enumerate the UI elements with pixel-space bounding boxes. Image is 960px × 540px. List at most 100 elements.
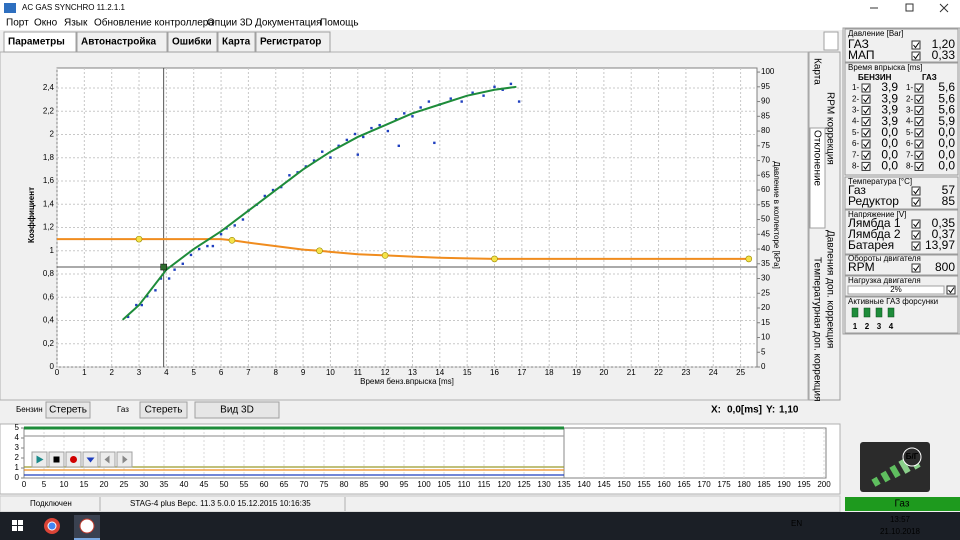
tab[interactable] [217,31,256,53]
checkbox[interactable] [911,263,921,273]
injector-icon [875,307,883,318]
checkbox[interactable] [911,186,921,196]
scatter-point [378,123,381,127]
scatter-point [493,85,496,89]
x-tick-label: 190 [777,480,791,489]
menu-item[interactable]: Язык [64,18,88,29]
clock-time: 13:57 [890,515,911,524]
x-tick-label: 100 [417,480,431,489]
tab[interactable] [167,31,218,53]
side-scroll-button[interactable] [823,31,839,51]
panel-label: RPM [848,260,875,274]
checkmark [916,107,923,114]
tab[interactable] [3,31,77,53]
x-tick-label: 25 [120,480,129,489]
petrol-time: 0,0 [881,159,898,173]
checkbox[interactable] [911,51,921,61]
y-tick-label: 1,6 [43,176,55,185]
menu-item[interactable]: Помощь [320,18,359,29]
checkbox[interactable] [914,139,924,149]
close[interactable] [939,3,949,13]
checkbox[interactable] [861,150,871,160]
y2-tick-label: 55 [761,200,770,209]
checkbox[interactable] [914,83,924,93]
menu-item[interactable]: Документация [255,18,322,29]
checkbox[interactable] [946,285,956,295]
checkbox[interactable] [861,139,871,149]
x-tick-label: 85 [360,480,369,489]
button[interactable] [194,401,280,419]
checkmark [948,287,955,294]
cursor-point [160,263,167,271]
cylinder-label: 8- [852,162,859,171]
checkbox[interactable] [914,150,924,160]
restore[interactable] [905,3,914,12]
checkbox[interactable] [911,219,921,229]
x-tick-label: 55 [240,480,249,489]
checkbox[interactable] [911,230,921,240]
x-tick-label: 0 [22,480,27,489]
checkbox[interactable] [861,161,871,171]
panel-value: 85 [942,194,956,208]
checkbox[interactable] [861,105,871,115]
menu-item[interactable]: Порт [6,18,29,29]
x-tick-label: 110 [458,480,471,489]
x-tick-label: 14 [435,368,444,377]
side-tab-label[interactable]: RPM коррекция [824,92,835,165]
panel-value: 0,33 [932,48,956,62]
checkbox[interactable] [914,94,924,104]
menu-item[interactable]: Обновление контроллера [94,17,214,29]
y2-tick-label: 65 [761,170,770,179]
gauge-segment [880,470,891,483]
tab[interactable] [76,31,168,53]
plot-area [56,67,758,368]
keyboard-language: EN [791,519,802,528]
x-tick-label: 175 [717,480,731,489]
gas-time: 5,6 [938,91,955,105]
x-tick-label: 4 [164,368,169,377]
group-title: Нагрузка двигателя [848,276,921,285]
y2-tick-label: 25 [761,288,770,297]
tab[interactable] [255,31,331,53]
y2-tick-label: 100 [761,67,775,76]
start-button[interactable] [12,520,23,531]
menu-item[interactable]: Окно [34,18,58,29]
checkbox[interactable] [861,83,871,93]
button-label: Вид 3D [220,405,254,416]
cylinder-label: 4- [906,117,913,126]
button[interactable] [139,401,188,419]
badge-label: Б/Г [906,452,919,461]
checkbox[interactable] [911,197,921,207]
y2-tick-label: 20 [761,303,770,312]
x-tick-label: 200 [817,480,831,489]
checkbox[interactable] [911,241,921,251]
side-tab-label[interactable]: Давления доп. коррекция [824,230,835,348]
tab-label: Автонастройка [81,37,157,48]
x-tick-label: 185 [757,480,771,489]
checkbox[interactable] [914,117,924,127]
y2-tick-label: 95 [761,82,770,91]
y2-tick-label: 15 [761,318,770,327]
checkbox[interactable] [861,94,871,104]
checkbox[interactable] [914,128,924,138]
checkbox[interactable] [914,105,924,115]
scatter-point [501,88,504,91]
side-tab-label[interactable]: Отклонение [811,130,822,187]
checkbox[interactable] [861,128,871,138]
chrome-icon[interactable] [44,518,60,534]
side-tab-label[interactable]: Температурная доп. коррекция [811,257,822,402]
injector-label: 4 [889,322,894,331]
gas-time: 5,6 [938,80,955,94]
y2-tick-label: 35 [761,259,770,268]
side-tab-label[interactable]: Карта [811,58,822,85]
x-tick-label: 2 [109,368,114,377]
menu-item[interactable]: Опции 3D [207,18,253,29]
side-tab-selected[interactable] [809,127,826,229]
x-tick-label: 115 [478,480,491,489]
legend-petrol: Бензин [16,405,43,414]
checkbox[interactable] [911,40,921,50]
checkbox[interactable] [914,161,924,171]
checkbox[interactable] [861,117,871,127]
next-icon [122,455,128,464]
button[interactable] [45,401,91,419]
